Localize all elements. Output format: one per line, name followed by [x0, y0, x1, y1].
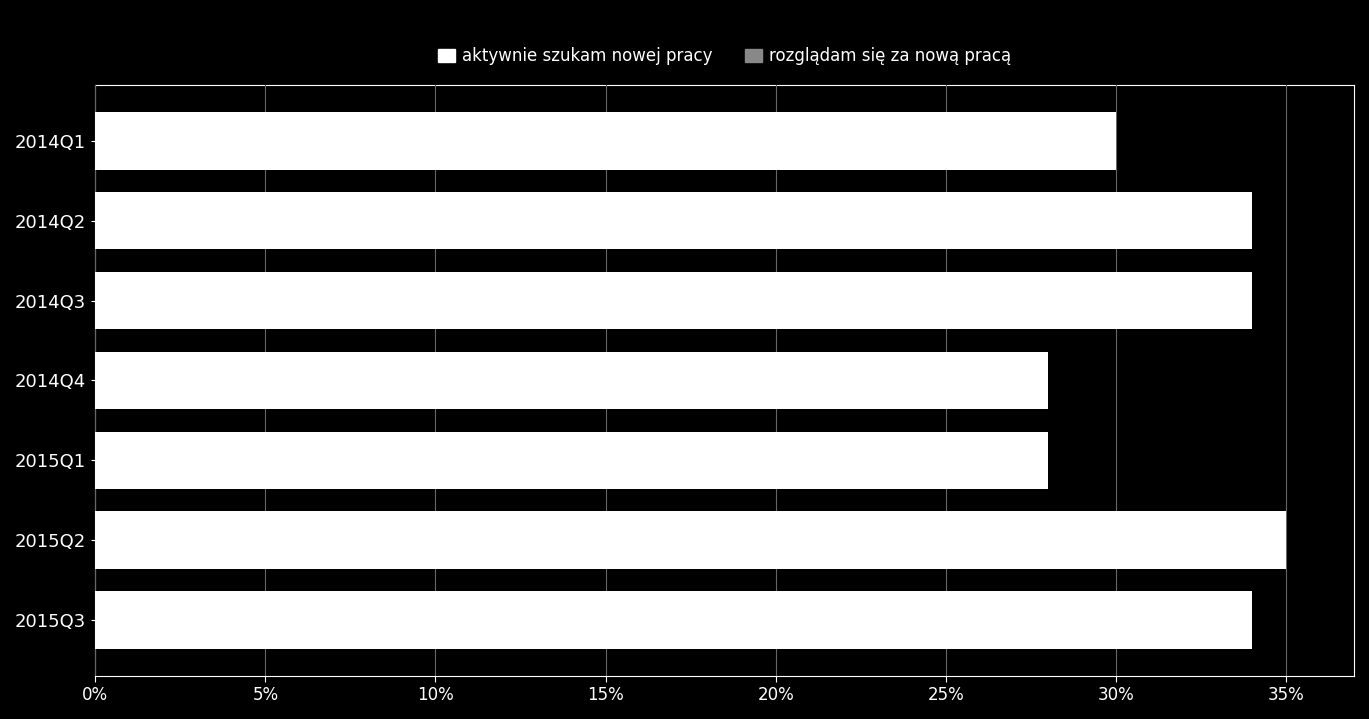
Bar — [96, 511, 1285, 569]
Bar — [96, 272, 1251, 329]
Bar — [96, 591, 1251, 649]
Bar — [96, 431, 1047, 489]
Bar — [96, 352, 1047, 409]
Bar — [96, 192, 1251, 249]
Bar — [96, 112, 1116, 170]
Legend: aktywnie szukam nowej pracy, rozglądam się za nową pracą: aktywnie szukam nowej pracy, rozglądam s… — [431, 40, 1017, 72]
